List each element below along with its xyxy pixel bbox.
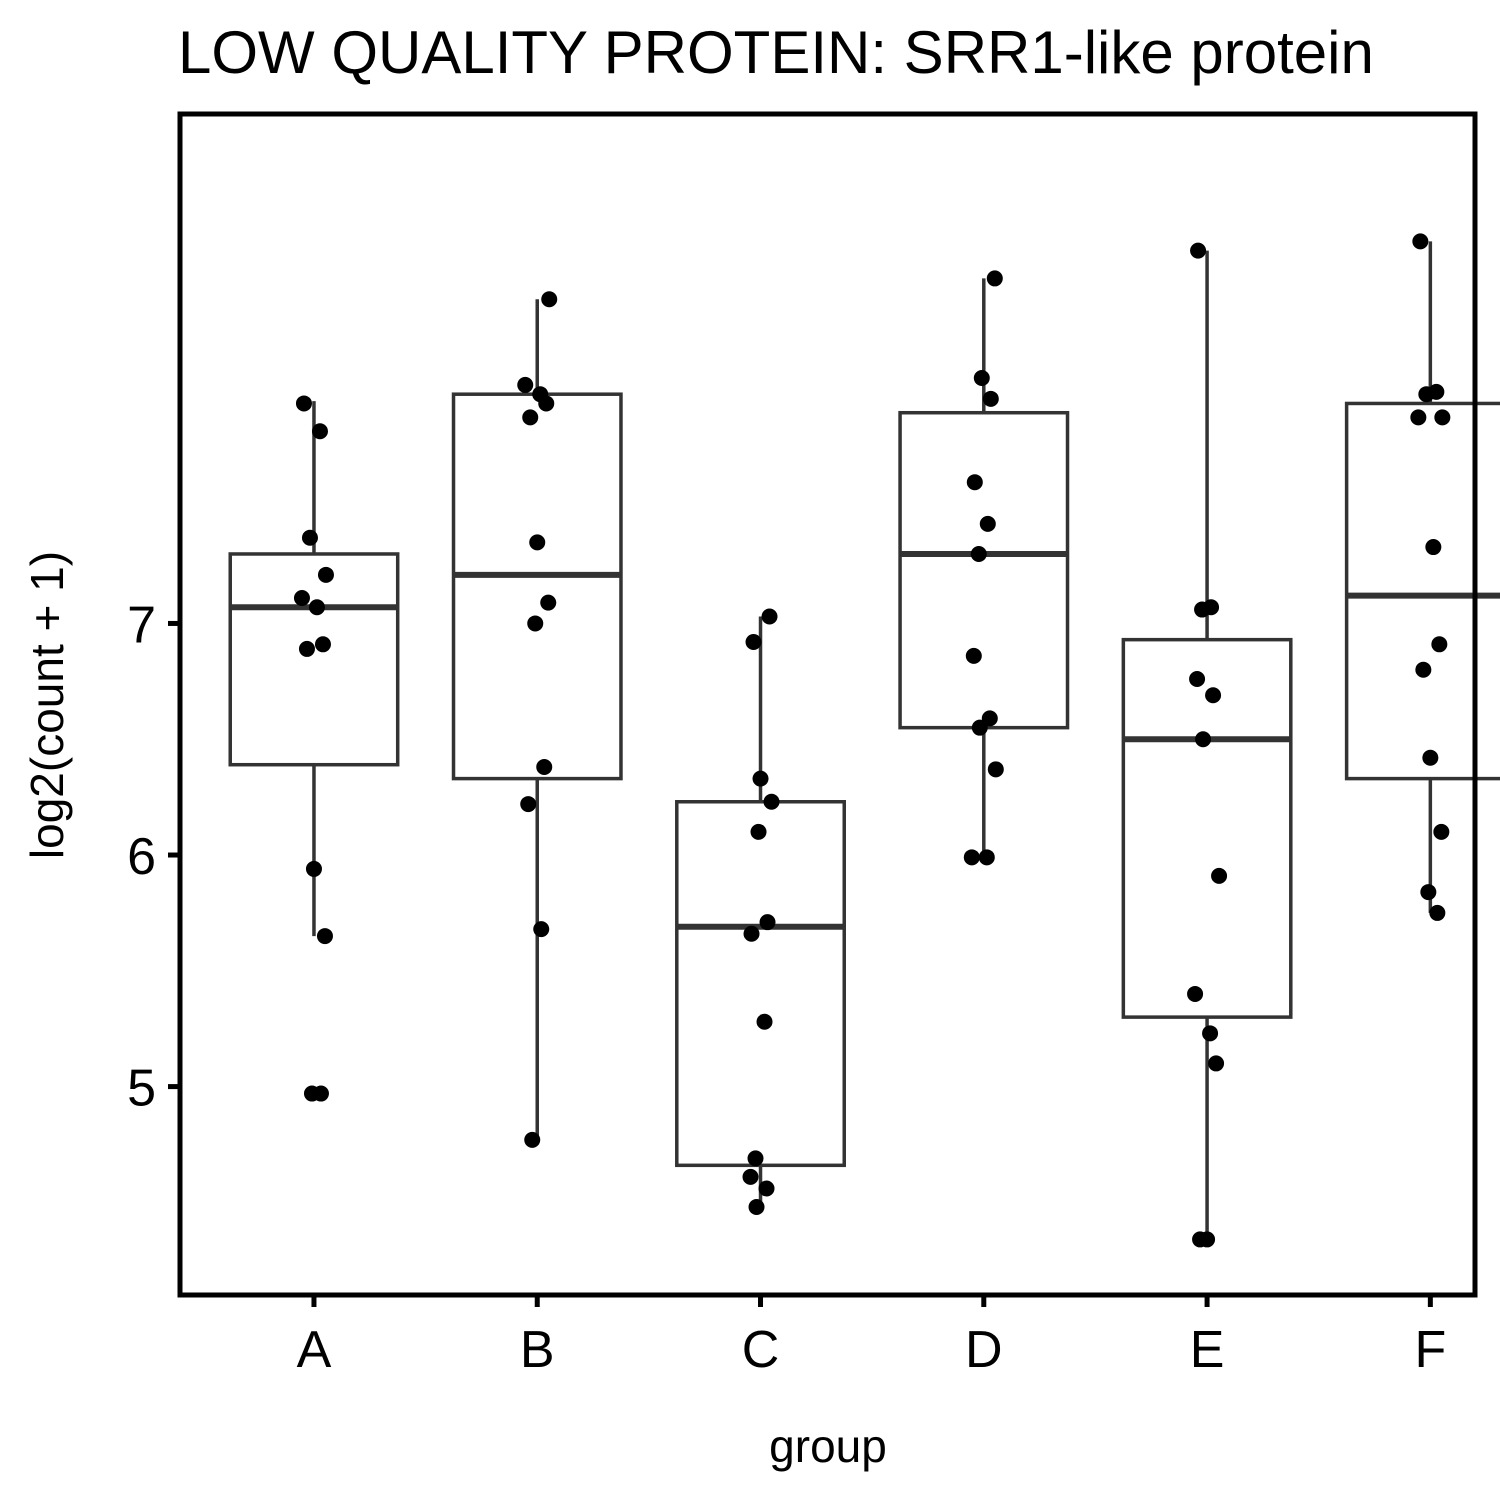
data-point — [1412, 233, 1429, 250]
data-point — [1429, 904, 1446, 921]
data-point — [522, 409, 539, 426]
data-point — [965, 647, 982, 664]
data-point — [970, 545, 987, 562]
data-point — [763, 793, 780, 810]
data-point — [742, 1168, 759, 1185]
data-point — [314, 636, 331, 653]
data-point — [536, 759, 553, 776]
y-tick-label: 5 — [127, 1060, 156, 1118]
data-point — [1420, 884, 1437, 901]
data-point — [540, 594, 557, 611]
points-C — [742, 608, 780, 1216]
y-tick-label: 7 — [127, 596, 156, 654]
data-point — [517, 376, 534, 393]
box-E — [1121, 250, 1293, 1240]
data-point — [524, 1131, 541, 1148]
data-point — [317, 566, 334, 583]
data-point — [973, 369, 990, 386]
data-point — [963, 849, 980, 866]
points-F — [1410, 233, 1451, 921]
points-D — [963, 270, 1004, 866]
plot-area — [228, 233, 1500, 1248]
box-body — [1121, 637, 1293, 1019]
data-point — [1418, 386, 1435, 403]
box-A — [228, 401, 400, 937]
data-point — [1431, 636, 1448, 653]
axes: A B C D E F 5 6 7 — [127, 596, 1446, 1379]
points-A — [293, 395, 334, 1102]
data-point — [1190, 242, 1207, 259]
data-point — [1187, 985, 1204, 1002]
x-tick-label: B — [520, 1321, 555, 1379]
points-E — [1187, 242, 1228, 1248]
data-point — [761, 608, 778, 625]
box-D — [898, 278, 1070, 858]
x-tick-label: A — [297, 1321, 332, 1379]
box-C — [675, 616, 846, 1208]
data-point — [1199, 1231, 1216, 1248]
data-point — [752, 770, 769, 787]
data-point — [312, 1085, 329, 1102]
y-tick-label: 6 — [127, 828, 156, 886]
data-point — [978, 849, 995, 866]
data-point — [1205, 687, 1222, 704]
box-body — [675, 800, 846, 1168]
x-axis-title: group — [769, 1420, 887, 1472]
data-point — [971, 719, 988, 736]
data-point — [756, 1013, 773, 1030]
data-point — [308, 599, 325, 616]
data-point — [529, 534, 546, 551]
chart-title: LOW QUALITY PROTEIN: SRR1-like protein — [178, 19, 1374, 86]
data-point — [316, 928, 333, 945]
data-point — [1410, 409, 1427, 426]
data-point — [982, 390, 999, 407]
box-body — [451, 392, 623, 781]
data-point — [301, 529, 318, 546]
data-point — [748, 1199, 765, 1216]
data-point — [533, 921, 550, 938]
x-tick-label: E — [1190, 1321, 1225, 1379]
data-point — [745, 633, 762, 650]
data-point — [986, 270, 1003, 287]
data-point — [295, 395, 312, 412]
data-point — [538, 395, 555, 412]
data-point — [759, 914, 776, 931]
data-point — [298, 640, 315, 657]
data-point — [311, 423, 328, 440]
data-point — [1433, 823, 1450, 840]
box-B — [451, 299, 623, 1140]
data-point — [758, 1180, 775, 1197]
data-point — [747, 1150, 764, 1167]
data-point — [1208, 1055, 1225, 1072]
x-tick-label: D — [965, 1321, 1003, 1379]
data-point — [527, 615, 544, 632]
data-point — [1195, 731, 1212, 748]
data-point — [1415, 661, 1432, 678]
data-point — [1189, 671, 1206, 688]
y-axis-title: log2(count + 1) — [21, 551, 73, 859]
data-point — [979, 515, 996, 532]
panel-border — [177, 111, 1478, 1298]
data-point — [1211, 867, 1228, 884]
data-point — [750, 823, 767, 840]
data-point — [541, 291, 558, 308]
points-B — [517, 291, 558, 1148]
box-body — [228, 552, 400, 767]
data-point — [305, 860, 322, 877]
data-point — [1422, 749, 1439, 766]
data-point — [1194, 601, 1211, 618]
x-tick-label: F — [1414, 1321, 1446, 1379]
x-tick-label: C — [742, 1321, 780, 1379]
data-point — [743, 925, 760, 942]
data-point — [1202, 1025, 1219, 1042]
data-point — [293, 589, 310, 606]
data-point — [520, 796, 537, 813]
box-body — [898, 410, 1070, 730]
data-point — [1434, 409, 1451, 426]
data-point — [966, 474, 983, 491]
data-point — [1425, 539, 1442, 556]
data-point — [987, 761, 1004, 778]
